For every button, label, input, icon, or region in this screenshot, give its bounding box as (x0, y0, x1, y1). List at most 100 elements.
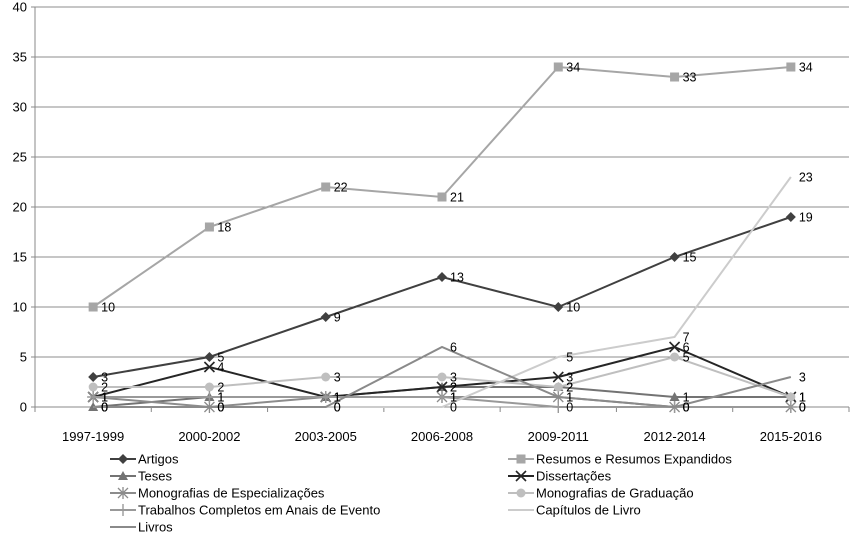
data-point (670, 352, 680, 362)
legend-item: Resumos e Resumos Expandidos (508, 452, 732, 467)
data-label: 0 (101, 401, 108, 415)
data-label: 3 (450, 371, 457, 385)
data-label: 3 (334, 371, 341, 385)
data-point (118, 454, 128, 464)
data-point (553, 62, 563, 72)
data-point (203, 391, 216, 403)
legend-label: Monografias de Especializações (138, 486, 325, 501)
data-label: 19 (799, 211, 813, 225)
data-label: 0 (799, 401, 806, 415)
data-point (516, 454, 526, 464)
data-point (437, 272, 447, 282)
x-tick-label: 2009-2011 (528, 429, 589, 444)
data-label: 1 (450, 391, 457, 405)
legend-label: Resumos e Resumos Expandidos (536, 452, 732, 467)
data-point (516, 488, 526, 498)
data-point (437, 192, 447, 202)
series-resumos-e-resumos-expandidos (88, 62, 796, 312)
data-label: 2 (450, 381, 457, 395)
legend-label: Teses (138, 469, 172, 484)
legend-item: Teses (110, 469, 172, 484)
data-point (204, 352, 215, 362)
y-tick-label: 0 (20, 400, 27, 415)
data-label: 10 (101, 301, 115, 315)
data-label: 0 (217, 401, 224, 415)
data-label: 10 (566, 301, 580, 315)
data-point (786, 392, 796, 402)
data-label: 1 (101, 391, 108, 405)
data-point (436, 381, 448, 393)
data-label: 21 (450, 191, 464, 205)
legend-item: Monografias de Graduação (508, 486, 694, 501)
data-point (88, 372, 99, 382)
data-label: 1 (334, 391, 341, 405)
series-line (93, 345, 792, 409)
data-label: 7 (683, 331, 690, 345)
data-point (669, 392, 680, 401)
legend-label: Livros (138, 520, 173, 534)
data-point (204, 222, 214, 232)
data-label: 0 (334, 401, 341, 415)
legend-item: Capítulos de Livro (508, 503, 641, 518)
legend-label: Artigos (138, 452, 179, 467)
data-point (786, 62, 796, 72)
data-point (553, 382, 563, 392)
y-tick-label: 40 (13, 0, 27, 15)
data-label: 3 (101, 371, 108, 385)
data-label: 3 (566, 371, 573, 385)
data-point (552, 401, 565, 413)
data-label: 0 (334, 401, 341, 415)
data-label: 0 (101, 401, 108, 415)
data-label: 0 (683, 401, 690, 415)
data-point (436, 391, 448, 403)
data-label: 6 (683, 341, 690, 355)
x-tick-label: 2006-2008 (411, 429, 473, 444)
data-label: 0 (683, 401, 690, 415)
data-label: 0 (217, 401, 224, 415)
data-label: 1 (799, 391, 806, 405)
data-point (669, 341, 681, 353)
data-label: 22 (334, 181, 348, 195)
y-tick-label: 35 (13, 50, 27, 65)
data-label: 1 (217, 391, 224, 405)
x-tick-label: 1997-1999 (62, 429, 124, 444)
data-label: 9 (334, 311, 341, 325)
data-label: 1 (683, 391, 690, 405)
gridlines (35, 6, 849, 408)
data-label: 1 (334, 391, 341, 405)
legend-item: Trabalhos Completos em Anais de Evento (110, 503, 380, 518)
data-label: 5 (217, 351, 224, 365)
data-label: 1 (566, 391, 573, 405)
data-label: 34 (799, 61, 813, 75)
data-point (88, 382, 98, 392)
data-label: 2 (450, 381, 457, 395)
data-label: 2 (217, 381, 224, 395)
series-line (92, 65, 791, 308)
series-livros (93, 345, 792, 409)
x-axis: 1997-1999 2000-2002 2003-2005 2006-2008 2009… (34, 407, 850, 444)
data-point (552, 371, 564, 383)
y-tick-label: 30 (13, 100, 27, 115)
data-point (321, 372, 331, 382)
legend-item: Dissertações (508, 469, 612, 484)
y-tick-label: 5 (20, 350, 27, 365)
data-label: 0 (799, 401, 806, 415)
data-point (88, 302, 98, 312)
data-label: 5 (683, 351, 690, 365)
data-label: 1 (101, 391, 108, 405)
data-label: 2 (101, 381, 108, 395)
data-point (784, 401, 797, 413)
data-point (319, 391, 332, 403)
data-point (118, 471, 128, 480)
x-tick-label: 2012-2014 (643, 429, 705, 444)
data-label: 0 (683, 401, 690, 415)
data-label: 34 (566, 61, 580, 75)
data-point (117, 504, 129, 516)
data-label: 23 (799, 171, 813, 185)
data-label: 5 (566, 351, 573, 365)
y-axis: 0 5 10 15 20 25 30 35 40 (13, 0, 36, 415)
data-label: 1 (799, 391, 806, 405)
data-point (321, 182, 331, 192)
data-label: 4 (217, 361, 224, 375)
